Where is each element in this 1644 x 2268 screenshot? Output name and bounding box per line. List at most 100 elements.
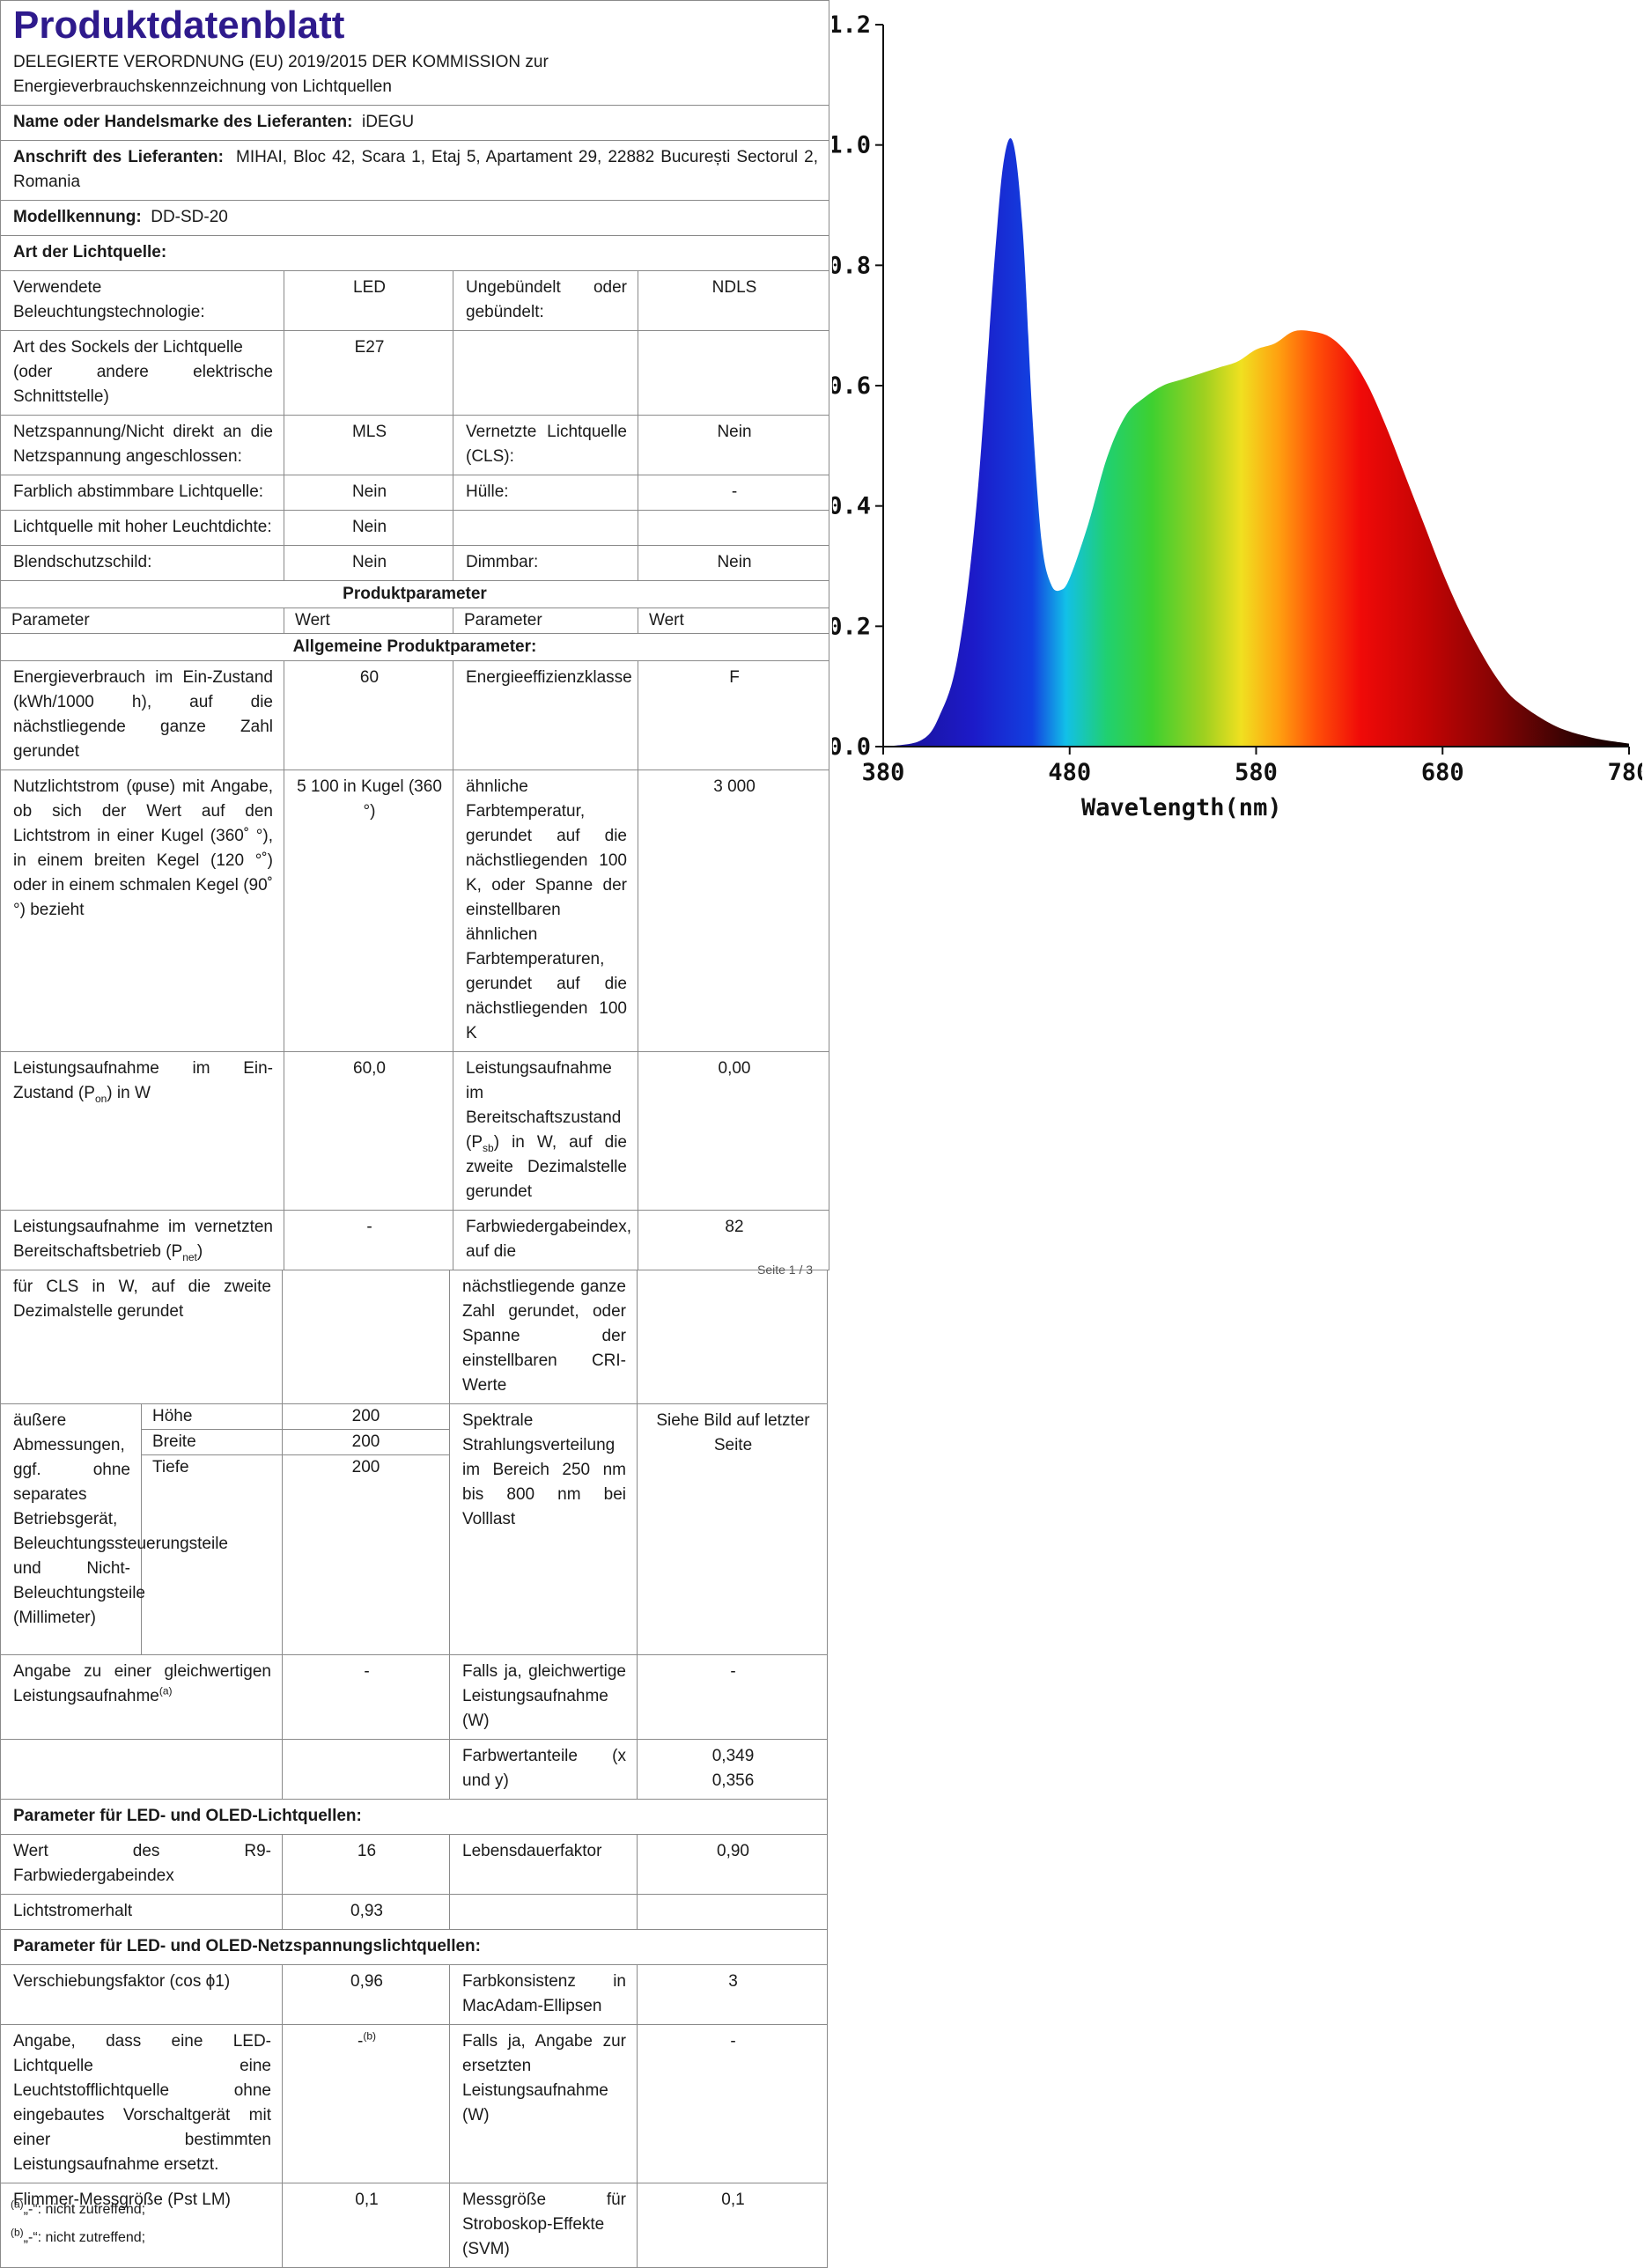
x-tick-label: 580 [1235, 759, 1278, 786]
y-tick-label: 0.6 [832, 372, 871, 400]
equivalent-power-w-value: - [637, 1654, 828, 1740]
bundled-label: Ungebündelt oder gebündelt: [453, 270, 638, 331]
cct-label: ähnliche Farbtemperatur, gerundet auf di… [453, 770, 638, 1052]
led-parameters-heading: Parameter für LED- und OLED-Lichtquellen… [0, 1799, 828, 1835]
y-tick-label: 0.2 [832, 613, 871, 640]
x-tick-label: 380 [862, 759, 905, 786]
tunable-label: Farblich abstimmbare Lichtquelle: [0, 475, 284, 511]
cls-label: Vernetzte Lichtquelle (CLS): [453, 415, 638, 475]
dimensions-label: äußere Abmessungen, ggf. ohne separates … [0, 1403, 228, 1655]
useful-flux-label: Nutzlichtstrom (φuse) mit Angabe, ob sic… [0, 770, 284, 1052]
high-luminance-label: Lichtquelle mit hoher Leuchtdichte: [0, 510, 284, 546]
height-value: 200 [282, 1403, 450, 1430]
col-header-parameter-2: Parameter [453, 608, 638, 634]
y-tick-label: 0.8 [832, 252, 871, 279]
displacement-factor-value: 0,96 [282, 1964, 450, 2025]
tech-label: Verwendete Beleuchtungstechnologie: [0, 270, 284, 331]
supplier-name-value: iDEGU [361, 113, 415, 131]
supplier-address-label: Anschrift des Lieferanten: [13, 148, 224, 166]
height-label: Höhe [141, 1403, 283, 1430]
socket-value: E27 [284, 330, 453, 416]
bundled-value: NDLS [638, 270, 829, 331]
energy-class-label: Energieeffizienzklasse [453, 660, 638, 770]
y-tick-label: 1.0 [832, 132, 871, 159]
macadam-label: Farbkonsistenz in MacAdam-Ellipsen [449, 1964, 638, 2025]
power-on-value: 60,0 [284, 1051, 453, 1211]
glare-value: Nein [284, 545, 453, 581]
y-tick-label: 0.0 [832, 733, 871, 761]
survival-factor-label: Lebensdauerfaktor [449, 1834, 638, 1895]
socket-label: Art des Sockels der Lichtquelle (oder and… [0, 330, 284, 416]
r9-label: Wert des R9-Farbwiedergabeindex [0, 1834, 283, 1895]
tunable-value: Nein [284, 475, 453, 511]
cri-value: 82 [638, 1210, 829, 1270]
energy-consumption-value: 60 [284, 660, 453, 770]
dimmable-value: Nein [638, 545, 829, 581]
mains-led-parameters-heading: Parameter für LED- und OLED-Netzspannung… [0, 1929, 828, 1965]
svm-value: 0,1 [637, 2183, 828, 2268]
useful-flux-value: 5 100 in Kugel (360 °) [284, 770, 453, 1052]
model-value: DD-SD-20 [151, 208, 228, 226]
cri-label: Farbwiedergabeindex, auf die [453, 1210, 638, 1270]
lumen-maintenance-label: Lichtstromerhalt [0, 1894, 283, 1930]
width-value: 200 [282, 1429, 450, 1455]
networked-standby-value: - [284, 1210, 453, 1270]
chart-ticks: 0.0 0.2 0.4 0.6 0.8 1.0 1.2 380 480 580 680 780 [832, 11, 1642, 786]
product-parameters-heading: Produktparameter [0, 580, 829, 608]
x-tick-label: 780 [1608, 759, 1642, 786]
power-standby-label: Leistungsaufnahme im Bereitschaftszustan… [453, 1051, 638, 1211]
tech-value: LED [284, 270, 453, 331]
datasheet-table-1: Produktdatenblatt DELEGIERTE VERORDNUNG … [0, 0, 829, 1270]
spectral-distribution-chart: 0.0 0.2 0.4 0.6 0.8 1.0 1.2 380 480 580 680 780 Wav… [832, 11, 1642, 821]
lumen-maintenance-value: 0,93 [282, 1894, 450, 1930]
col-header-value: Wert [284, 608, 453, 634]
lightsource-type-row: Art der Lichtquelle: [0, 235, 829, 271]
networked-standby-label: Leistungsaufnahme im vernetzten Bereitsc… [0, 1210, 284, 1270]
footnote-b: (b)„-“: nicht zutreffend; [11, 2226, 146, 2245]
replacement-label: Angabe, dass eine LED-Lichtquelle eine L… [0, 2024, 283, 2183]
spectrum-series-area [883, 138, 1629, 747]
page-title: Produktdatenblatt [13, 4, 345, 47]
replacement-value: -(b) [282, 2024, 450, 2183]
high-luminance-value: Nein [284, 510, 453, 546]
supplier-name-row: Name oder Handelsmarke des Lieferanten: … [0, 105, 829, 141]
replacement-w-value: - [637, 2024, 828, 2183]
macadam-value: 3 [637, 1964, 828, 2025]
datasheet-table-2: für CLS in W, auf die zweite Dezimalstel… [0, 1270, 828, 2268]
depth-label: Tiefe [141, 1454, 283, 1655]
r9-value: 16 [282, 1834, 450, 1895]
envelope-value: - [638, 475, 829, 511]
supplier-name-label: Name oder Handelsmarke des Lieferanten: [13, 113, 353, 131]
dimmable-label: Dimmbar: [453, 545, 638, 581]
y-tick-label: 1.2 [832, 11, 871, 39]
x-tick-label: 680 [1421, 759, 1464, 786]
power-standby-value: 0,00 [638, 1051, 829, 1211]
equivalent-power-value: - [282, 1654, 450, 1740]
footnote-a: (a)„-“: nicht zutreffend; [11, 2198, 146, 2217]
width-label: Breite [141, 1429, 283, 1455]
regulation-subtitle: DELEGIERTE VERORDNUNG (EU) 2019/2015 DER… [13, 53, 549, 96]
general-parameters-heading: Allgemeine Produktparameter: [0, 633, 829, 661]
cri-label-cont: nächstliegende ganze Zahl gerundet, oder… [449, 1270, 638, 1404]
mains-value: MLS [284, 415, 453, 475]
glare-label: Blendschutzschild: [0, 545, 284, 581]
lightsource-type-label: Art der Lichtquelle: [13, 243, 167, 261]
flicker-value: 0,1 [282, 2183, 450, 2268]
x-axis-label: Wavelength(nm) [1081, 794, 1282, 821]
replacement-w-label: Falls ja, Angabe zur ersetzten Leistungs… [449, 2024, 638, 2183]
model-row: Modellkennung: DD-SD-20 [0, 200, 829, 236]
envelope-label: Hülle: [453, 475, 638, 511]
depth-value: 200 [282, 1454, 450, 1655]
energy-consumption-label: Energieverbrauch im Ein-Zustand (kWh/100… [0, 660, 284, 770]
displacement-factor-label: Verschiebungsfaktor (cos ϕ1) [0, 1964, 283, 2025]
chromaticity-value: 0,349 0,356 [637, 1739, 828, 1800]
mains-label: Netzspannung/Nicht direkt an die Netzspa… [0, 415, 284, 475]
cct-value: 3 000 [638, 770, 829, 1052]
col-header-parameter: Parameter [0, 608, 284, 634]
supplier-address-row: Anschrift des Lieferanten: MIHAI, Bloc 4… [0, 140, 829, 201]
spectrum-area [883, 138, 1629, 747]
col-header-value-2: Wert [638, 608, 829, 634]
svm-label: Messgröße für Stroboskop-Effekte (SVM) [449, 2183, 638, 2268]
x-tick-label: 480 [1048, 759, 1091, 786]
equivalent-power-w-label: Falls ja, gleichwertige Leistungsaufnahm… [449, 1654, 638, 1740]
